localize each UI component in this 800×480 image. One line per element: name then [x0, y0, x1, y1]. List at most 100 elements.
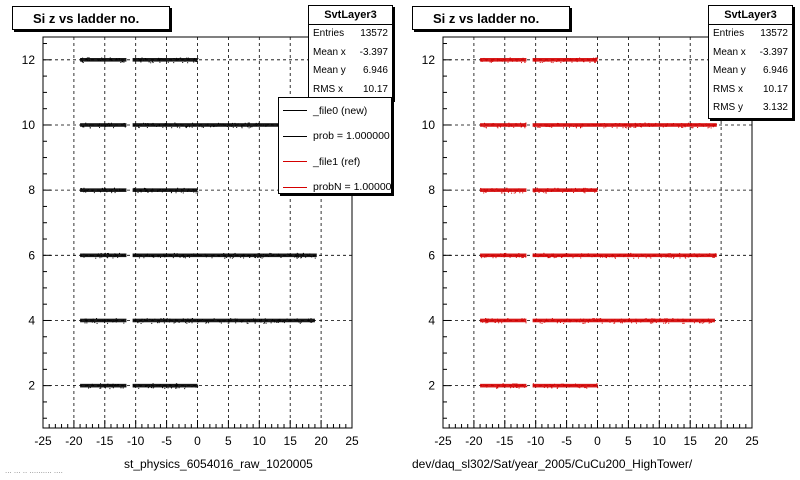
left-data-point: [176, 253, 178, 255]
left-data-point: [248, 127, 250, 129]
right-data-point: [640, 125, 642, 127]
right-data-point: [551, 253, 553, 255]
left-data-point: [104, 252, 106, 254]
right-data-point: [605, 255, 607, 257]
right-data-point: [596, 320, 598, 322]
left-data-point: [111, 386, 113, 388]
right-data-point: [543, 252, 545, 254]
left-data-point: [108, 122, 110, 124]
right-data-point: [500, 59, 502, 61]
left-data-point: [280, 256, 282, 258]
left-data-point: [263, 253, 265, 255]
left-data-point: [143, 59, 145, 61]
left-data-point: [200, 123, 202, 125]
left-data-point: [147, 191, 149, 193]
right-data-point: [482, 321, 484, 323]
left-data-point: [147, 125, 149, 127]
left-data-point: [181, 189, 183, 191]
right-data-point: [560, 321, 562, 323]
left-data-point: [219, 320, 221, 322]
right-data-point: [545, 124, 547, 126]
left-data-point: [111, 188, 113, 190]
right-data-point: [621, 322, 623, 324]
left-data-point: [107, 253, 109, 255]
right-data-point: [491, 318, 493, 320]
left-data-point: [117, 256, 119, 258]
right-data-point: [486, 386, 488, 388]
right-data-point: [620, 322, 622, 324]
left-data-point: [174, 385, 176, 387]
left-data-point: [198, 321, 200, 323]
left-data-point: [106, 123, 108, 125]
right-data-point: [534, 61, 536, 63]
right-data-point: [666, 318, 668, 320]
right-data-point: [518, 385, 520, 387]
left-data-point: [219, 321, 221, 323]
left-data-point: [164, 124, 166, 126]
right-data-point: [604, 319, 606, 321]
right-data-point: [636, 125, 638, 127]
left-data-point: [187, 62, 189, 64]
right-data-point: [522, 192, 524, 194]
left-data-point: [195, 192, 197, 194]
legend-label: prob = 1.000000: [313, 130, 390, 143]
left-data-point: [137, 255, 139, 257]
right-data-point: [580, 257, 582, 259]
left-data-point: [112, 257, 114, 259]
left-stats-row-entries: Entries 13572: [309, 25, 392, 44]
left-data-point: [97, 59, 99, 61]
right-data-point: [518, 58, 520, 60]
left-data-point: [240, 320, 242, 322]
right-data-point: [712, 124, 714, 126]
right-data-point: [518, 387, 520, 389]
left-data-point: [220, 322, 222, 324]
left-data-point: [122, 61, 124, 63]
right-data-point: [700, 124, 702, 126]
right-data-point: [592, 318, 594, 320]
right-data-point: [509, 57, 511, 59]
right-data-point: [581, 254, 583, 256]
right-data-point: [708, 322, 710, 324]
left-data-point: [133, 384, 135, 386]
right-data-point: [581, 190, 583, 192]
left-data-point: [171, 59, 173, 61]
right-data-point: [543, 321, 545, 323]
right-data-point: [561, 256, 563, 258]
right-data-point: [705, 253, 707, 255]
right-data-point: [678, 125, 680, 127]
right-data-point: [557, 386, 559, 388]
right-data-point: [569, 385, 571, 387]
left-data-point: [278, 253, 280, 255]
left-data-point: [179, 127, 181, 129]
left-data-point: [203, 320, 205, 322]
left-data-point: [197, 58, 199, 60]
left-data-point: [257, 253, 259, 255]
left-data-point: [168, 321, 170, 323]
left-data-band: [80, 318, 127, 323]
right-data-point: [579, 387, 581, 389]
right-data-point: [496, 126, 498, 128]
right-data-point: [683, 322, 685, 324]
left-data-point: [82, 125, 84, 127]
right-data-point: [502, 58, 504, 60]
right-data-point: [663, 322, 665, 324]
left-data-point: [148, 124, 150, 126]
right-data-point: [620, 254, 622, 256]
left-data-point: [205, 322, 207, 324]
right-data-point: [614, 322, 616, 324]
left-data-point: [144, 385, 146, 387]
right-data-point: [524, 126, 526, 128]
left-data-point: [156, 125, 158, 127]
left-data-point: [232, 126, 234, 128]
left-x-tick-label: 10: [253, 434, 267, 448]
right-data-point: [573, 385, 575, 387]
left-data-point: [257, 256, 259, 258]
legend-entry: _file1 (ref): [279, 149, 391, 175]
left-data-point: [195, 61, 197, 63]
left-data-point: [106, 191, 108, 193]
right-data-point: [507, 319, 509, 321]
right-data-point: [667, 253, 669, 255]
left-data-point: [167, 387, 169, 389]
left-stats-row-mean-y: Mean y 6.946: [309, 62, 392, 81]
